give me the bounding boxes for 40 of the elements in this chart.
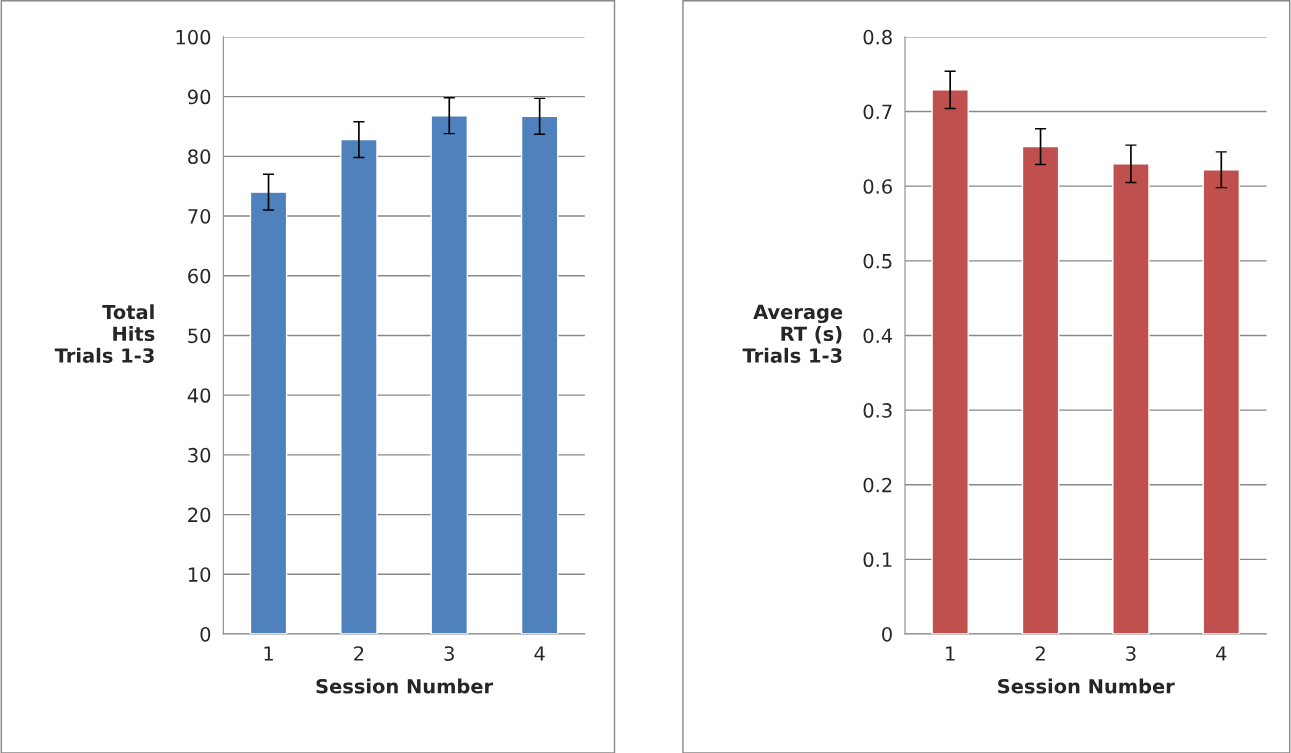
y-tick-label: 0.4 [863, 328, 893, 344]
y-tick-label: 70 [188, 208, 211, 224]
bar [1021, 145, 1060, 635]
y-axis-title: Total Hits Trials 1-3 [54, 304, 155, 363]
y-tick-label: 80 [188, 149, 211, 164]
y-tick-label: 0 [200, 626, 211, 642]
x-tick-label: 3 [1126, 646, 1136, 661]
x-axis-title: Session Number [998, 678, 1175, 694]
y-tick-label: 0.2 [863, 477, 892, 493]
y-tick-label: 10 [188, 567, 211, 582]
y-tick-label: 0.6 [863, 179, 892, 194]
bar [340, 138, 378, 635]
y-tick-label: 90 [188, 89, 211, 105]
y-axis-title: Average RT (s) Trials 1-3 [742, 304, 843, 363]
y-tick-label: 0.3 [863, 403, 892, 418]
y-tick-label: 60 [188, 268, 211, 284]
y-tick-label: 30 [188, 447, 211, 463]
y-tick-label: 50 [188, 328, 211, 344]
x-tick-label: 2 [1035, 646, 1045, 661]
x-tick-label: 3 [444, 646, 454, 661]
x-tick-label: 1 [946, 646, 955, 661]
bar [1112, 163, 1150, 635]
y-tick-label: 100 [176, 29, 211, 45]
y-tick-label: 0.7 [863, 104, 892, 120]
y-tick-label: 40 [187, 388, 211, 403]
y-tick-label: 0.1 [863, 552, 892, 568]
y-tick-label: 20 [188, 507, 211, 523]
y-tick-label: 0 [882, 626, 892, 642]
bar [1202, 169, 1241, 635]
x-tick-label: 4 [534, 646, 545, 661]
x-axis-title: Session Number [316, 678, 494, 694]
x-tick-label: 2 [354, 646, 364, 661]
x-tick-label: 4 [1216, 646, 1227, 661]
x-tick-label: 1 [264, 646, 273, 661]
y-tick-label: 0.5 [863, 253, 892, 269]
bar [520, 115, 559, 635]
bar [430, 115, 469, 635]
y-tick-label: 0.8 [863, 29, 892, 45]
bar [931, 89, 969, 635]
bar [249, 191, 288, 635]
